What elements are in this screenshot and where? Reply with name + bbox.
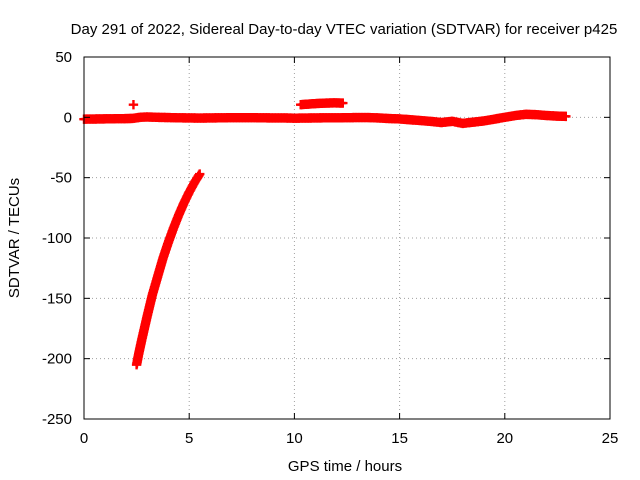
x-tick-label: 10 (286, 430, 303, 447)
x-axis-label: GPS time / hours (288, 458, 402, 475)
y-tick-label: -50 (50, 170, 72, 187)
x-tick-label: 20 (496, 430, 513, 447)
tick-labels: 0 5 10 15 20 25 -250 -200 -150 -100 -50 0 50 (42, 49, 618, 447)
y-tick-label: -150 (42, 290, 72, 307)
data-point (561, 111, 571, 122)
x-tick-label: 15 (391, 430, 408, 447)
chart-title: Day 291 of 2022, Sidereal Day-to-day VTE… (71, 21, 618, 38)
ticks (83, 56, 611, 420)
x-tick-label: 5 (185, 430, 193, 447)
x-tick-label: 25 (602, 430, 619, 447)
x-tick-label: 0 (80, 430, 88, 447)
y-tick-label: -100 (42, 230, 72, 247)
data-point (195, 169, 205, 179)
data-point (338, 98, 348, 108)
series-descending-arc (131, 169, 205, 370)
y-tick-label: 0 (64, 109, 72, 126)
series-main-trace (79, 109, 571, 129)
series-elevated-segment (296, 98, 348, 110)
y-tick-label: -250 (42, 411, 72, 428)
data-point (128, 99, 139, 110)
y-tick-label: 50 (55, 49, 72, 66)
y-axis-label: SDTVAR / TECUs (6, 178, 23, 298)
y-tick-label: -200 (42, 351, 72, 368)
data-layer (79, 98, 571, 370)
series-isolated-point (128, 99, 139, 110)
